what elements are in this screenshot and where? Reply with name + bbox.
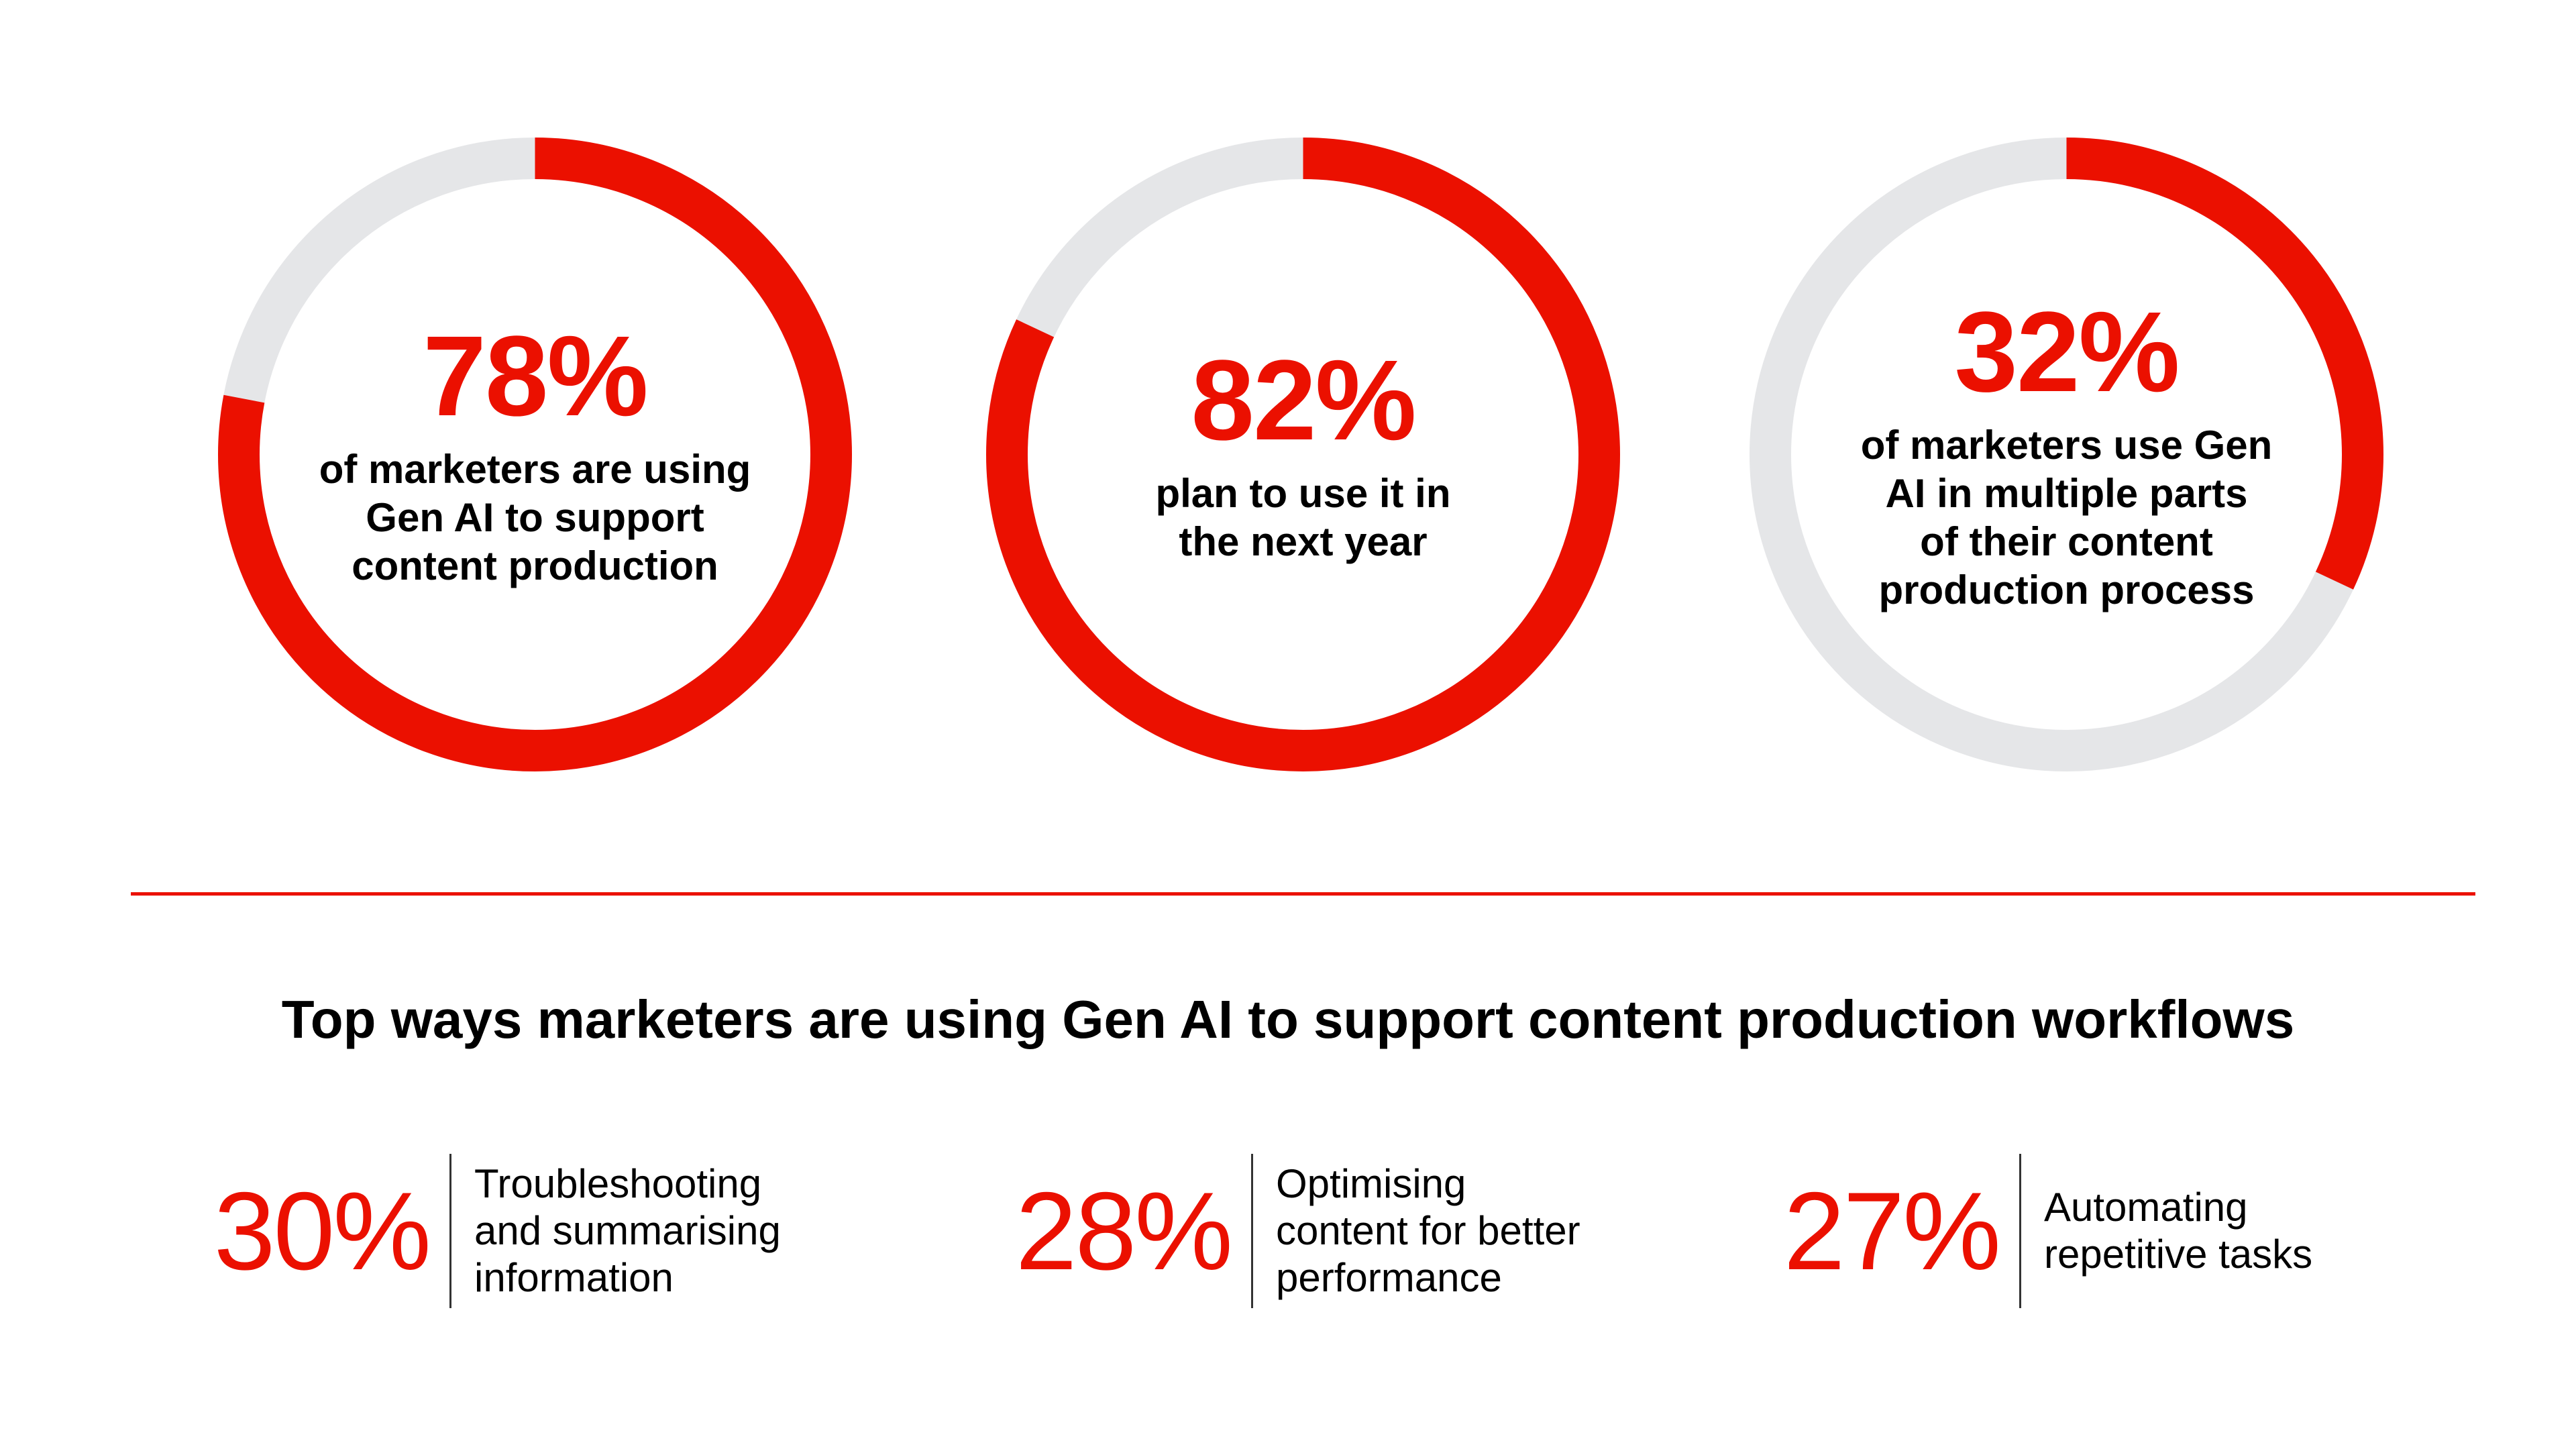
stat-item-optimising: 28% Optimising content for better perfor… bbox=[1003, 1150, 1580, 1311]
stat-separator bbox=[1251, 1154, 1253, 1308]
stat-value: 27% bbox=[1783, 1169, 2001, 1293]
stat-value: 28% bbox=[1015, 1169, 1233, 1293]
donut-label-group: 78% of marketers are using Gen AI to sup… bbox=[218, 138, 852, 771]
donut-label-group: 32% of marketers use Gen AI in multiple … bbox=[1750, 138, 2383, 771]
donut-svg bbox=[1750, 138, 2383, 771]
donut-chart-marketers-using: 78% of marketers are using Gen AI to sup… bbox=[218, 138, 852, 771]
donut-value-arc bbox=[218, 138, 852, 771]
stat-label: Optimising content for better performanc… bbox=[1276, 1161, 1580, 1300]
donut-caption: of marketers are using Gen AI to support… bbox=[319, 446, 751, 588]
stat-item-automating: 27% Automating repetitive tasks bbox=[1771, 1150, 2312, 1311]
donut-value-label: 32% bbox=[1954, 288, 2180, 416]
section-title: Top ways marketers are using Gen AI to s… bbox=[281, 989, 2295, 1049]
donut-value-label: 78% bbox=[423, 312, 648, 440]
stat-separator bbox=[449, 1154, 451, 1308]
donut-chart-plan-next-year: 82% plan to use it in the next year bbox=[986, 138, 1620, 771]
donut-label-group: 82% plan to use it in the next year bbox=[986, 138, 1620, 771]
stat-separator bbox=[2019, 1154, 2021, 1308]
donut-svg bbox=[986, 138, 1620, 771]
donut-value-label: 82% bbox=[1191, 336, 1416, 464]
donut-value-arc bbox=[986, 138, 1620, 771]
stat-item-troubleshooting: 30% Troubleshooting and summarising info… bbox=[201, 1150, 781, 1311]
stat-label: Automating repetitive tasks bbox=[2044, 1185, 2313, 1277]
stat-value: 30% bbox=[213, 1169, 431, 1293]
donut-chart-multiple-parts: 32% of marketers use Gen AI in multiple … bbox=[1750, 138, 2383, 771]
donut-svg bbox=[218, 138, 852, 771]
donut-caption: plan to use it in the next year bbox=[1155, 470, 1451, 564]
donut-value-arc bbox=[1750, 138, 2383, 771]
section-divider bbox=[131, 892, 2475, 896]
stat-label: Troubleshooting and summarising informat… bbox=[474, 1161, 781, 1300]
donut-caption: of marketers use Gen AI in multiple part… bbox=[1860, 422, 2273, 612]
